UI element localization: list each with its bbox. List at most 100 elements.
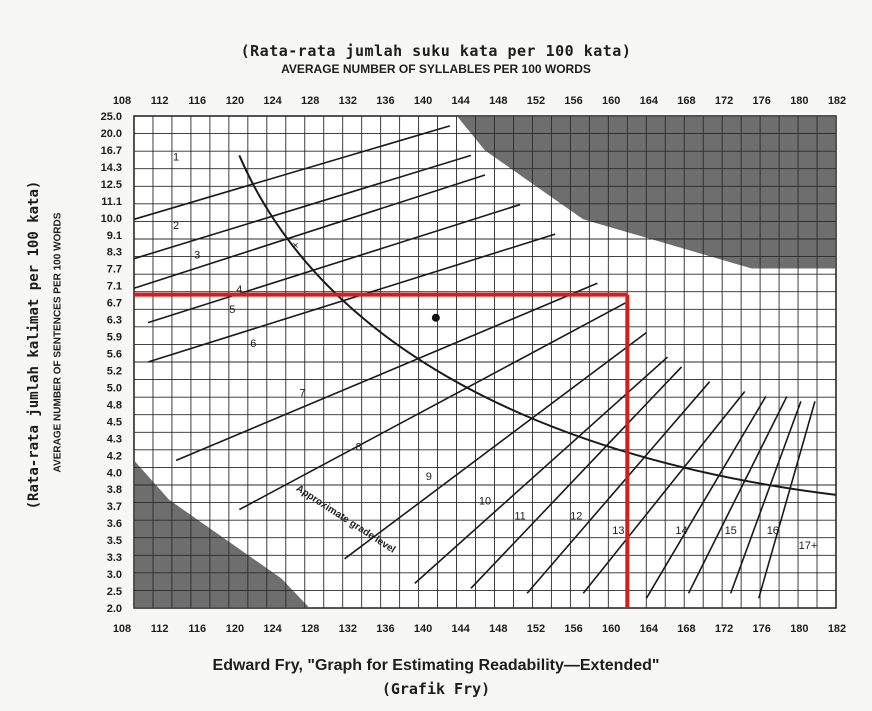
- y-tick-label: 3.3: [107, 552, 122, 564]
- grade-boundary-line: [147, 203, 521, 324]
- grade-label: 8: [356, 442, 362, 454]
- x-tick-label-top: 180: [790, 95, 808, 107]
- y-tick-label: 8.3: [107, 247, 122, 259]
- y-tick-label: 11.1: [101, 196, 122, 208]
- x-tick-label-bottom: 108: [113, 623, 131, 635]
- grade-label: 16: [767, 525, 779, 537]
- x-tick-label-bottom: 180: [790, 623, 808, 635]
- grade-boundary-line: [645, 396, 767, 599]
- x-tick-label-bottom: 148: [489, 623, 507, 635]
- x-tick-label-top: 136: [376, 95, 394, 107]
- x-tick-label-bottom: 128: [301, 623, 319, 635]
- x-tick-label-bottom: 164: [640, 623, 659, 635]
- dot-marker: [431, 313, 440, 322]
- grade-label: 14: [675, 525, 687, 537]
- x-tick-label-bottom: 136: [376, 623, 394, 635]
- y-tick-label: 4.8: [107, 399, 122, 411]
- x-tick-label-bottom: 140: [414, 623, 432, 635]
- x-tick-label-top: 172: [715, 95, 733, 107]
- y-tick-label: 6.3: [107, 315, 122, 327]
- x-tick-label-top: 120: [226, 95, 244, 107]
- grade-label: 10: [479, 496, 491, 508]
- grade-boundary-line: [526, 381, 711, 594]
- y-tick-label: 4.3: [107, 433, 122, 445]
- y-tick-label: 5.0: [107, 382, 122, 394]
- x-tick-label-top: 176: [753, 95, 771, 107]
- y-tick-label: 2.0: [107, 603, 122, 615]
- grade-boundary-line: [133, 125, 451, 221]
- chart-title-indonesian: (Rata-rata jumlah suku kata per 100 kata…: [240, 42, 632, 60]
- x-tick-label-top: 132: [339, 95, 357, 107]
- x-tick-label-bottom: 124: [263, 623, 282, 635]
- grade-label: 13: [612, 525, 624, 537]
- x-tick-label-top: 182: [828, 95, 846, 107]
- grade-boundary-line: [687, 396, 788, 594]
- grade-boundary-line: [470, 366, 683, 589]
- x-tick-label-top: 168: [677, 95, 695, 107]
- grade-boundary-line: [344, 331, 647, 560]
- grade-label: 6: [250, 338, 256, 350]
- grade-label: 2: [173, 220, 179, 232]
- y-tick-label: 6.7: [107, 298, 122, 310]
- y-tick-label: 3.5: [107, 535, 122, 547]
- x-tick-label-top: 160: [602, 95, 620, 107]
- y-tick-label: 20.0: [101, 128, 122, 140]
- grade-label: 5: [229, 304, 235, 316]
- y-tick-label: 25.0: [101, 111, 122, 123]
- y-tick-label: 4.2: [107, 450, 122, 462]
- grade-label: 11: [514, 510, 525, 522]
- x-tick-label-bottom: 152: [527, 623, 545, 635]
- grade-label: 1: [173, 151, 179, 163]
- grade-boundary-line: [175, 282, 598, 462]
- x-tick-label-bottom: 156: [564, 623, 582, 635]
- grade-label: 15: [725, 525, 737, 537]
- x-tick-label-top: 124: [263, 95, 282, 107]
- grade-boundary-line: [238, 302, 626, 511]
- x-tick-label-top: 156: [564, 95, 582, 107]
- grade-label: 17+: [799, 540, 818, 552]
- y-tick-label: 14.3: [101, 162, 122, 174]
- x-tick-label-bottom: 112: [151, 623, 169, 635]
- grade-boundary-line: [729, 401, 802, 594]
- grade-label: 3: [194, 250, 200, 262]
- x-tick-label-top: 144: [452, 95, 471, 107]
- shaded-region-bottom-left: [134, 460, 310, 608]
- x-tick-label-bottom: 172: [715, 623, 733, 635]
- x-tick-label-bottom: 132: [339, 623, 357, 635]
- x-tick-label-bottom: 168: [677, 623, 695, 635]
- x-tick-label-top: 116: [188, 95, 206, 107]
- y-tick-label: 3.8: [107, 484, 122, 496]
- grade-boundary-line: [133, 174, 486, 289]
- grade-boundary-line: [147, 233, 556, 363]
- chart-caption-subtitle: (Grafik Fry): [381, 680, 491, 698]
- y-tick-label: 12.5: [101, 179, 122, 191]
- y-tick-label: 16.7: [101, 145, 122, 157]
- approximate-curve: [238, 154, 837, 496]
- y-tick-label: 10.0: [101, 213, 122, 225]
- x-tick-label-bottom: 120: [226, 623, 244, 635]
- x-tick-label-bottom: 160: [602, 623, 620, 635]
- y-tick-label: 7.1: [107, 281, 122, 293]
- x-tick-label-bottom: 182: [828, 623, 846, 635]
- y-tick-label: 3.0: [107, 569, 122, 581]
- grade-boundary-line: [133, 154, 472, 260]
- y-tick-label: 5.9: [107, 332, 122, 344]
- grade-label: 4: [236, 284, 242, 296]
- y-tick-label: 4.0: [107, 467, 122, 479]
- chart-caption: Edward Fry, "Graph for Estimating Readab…: [212, 657, 660, 674]
- y-tick-label: 9.1: [107, 230, 122, 242]
- y-tick-label: 5.2: [107, 365, 122, 377]
- x-tick-label-top: 148: [489, 95, 507, 107]
- chart-title-english: AVERAGE NUMBER OF SYLLABLES PER 100 WORD…: [281, 62, 591, 76]
- y-tick-label: 3.7: [107, 501, 122, 513]
- x-tick-label-bottom: 144: [452, 623, 471, 635]
- grade-boundary-line: [758, 401, 816, 599]
- grade-label: 7: [299, 387, 305, 399]
- y-tick-label: 3.6: [107, 518, 122, 530]
- x-tick-label-bottom: 116: [188, 623, 206, 635]
- y-tick-label: 5.6: [107, 349, 122, 361]
- x-tick-label-top: 140: [414, 95, 432, 107]
- grade-label: 9: [426, 471, 432, 483]
